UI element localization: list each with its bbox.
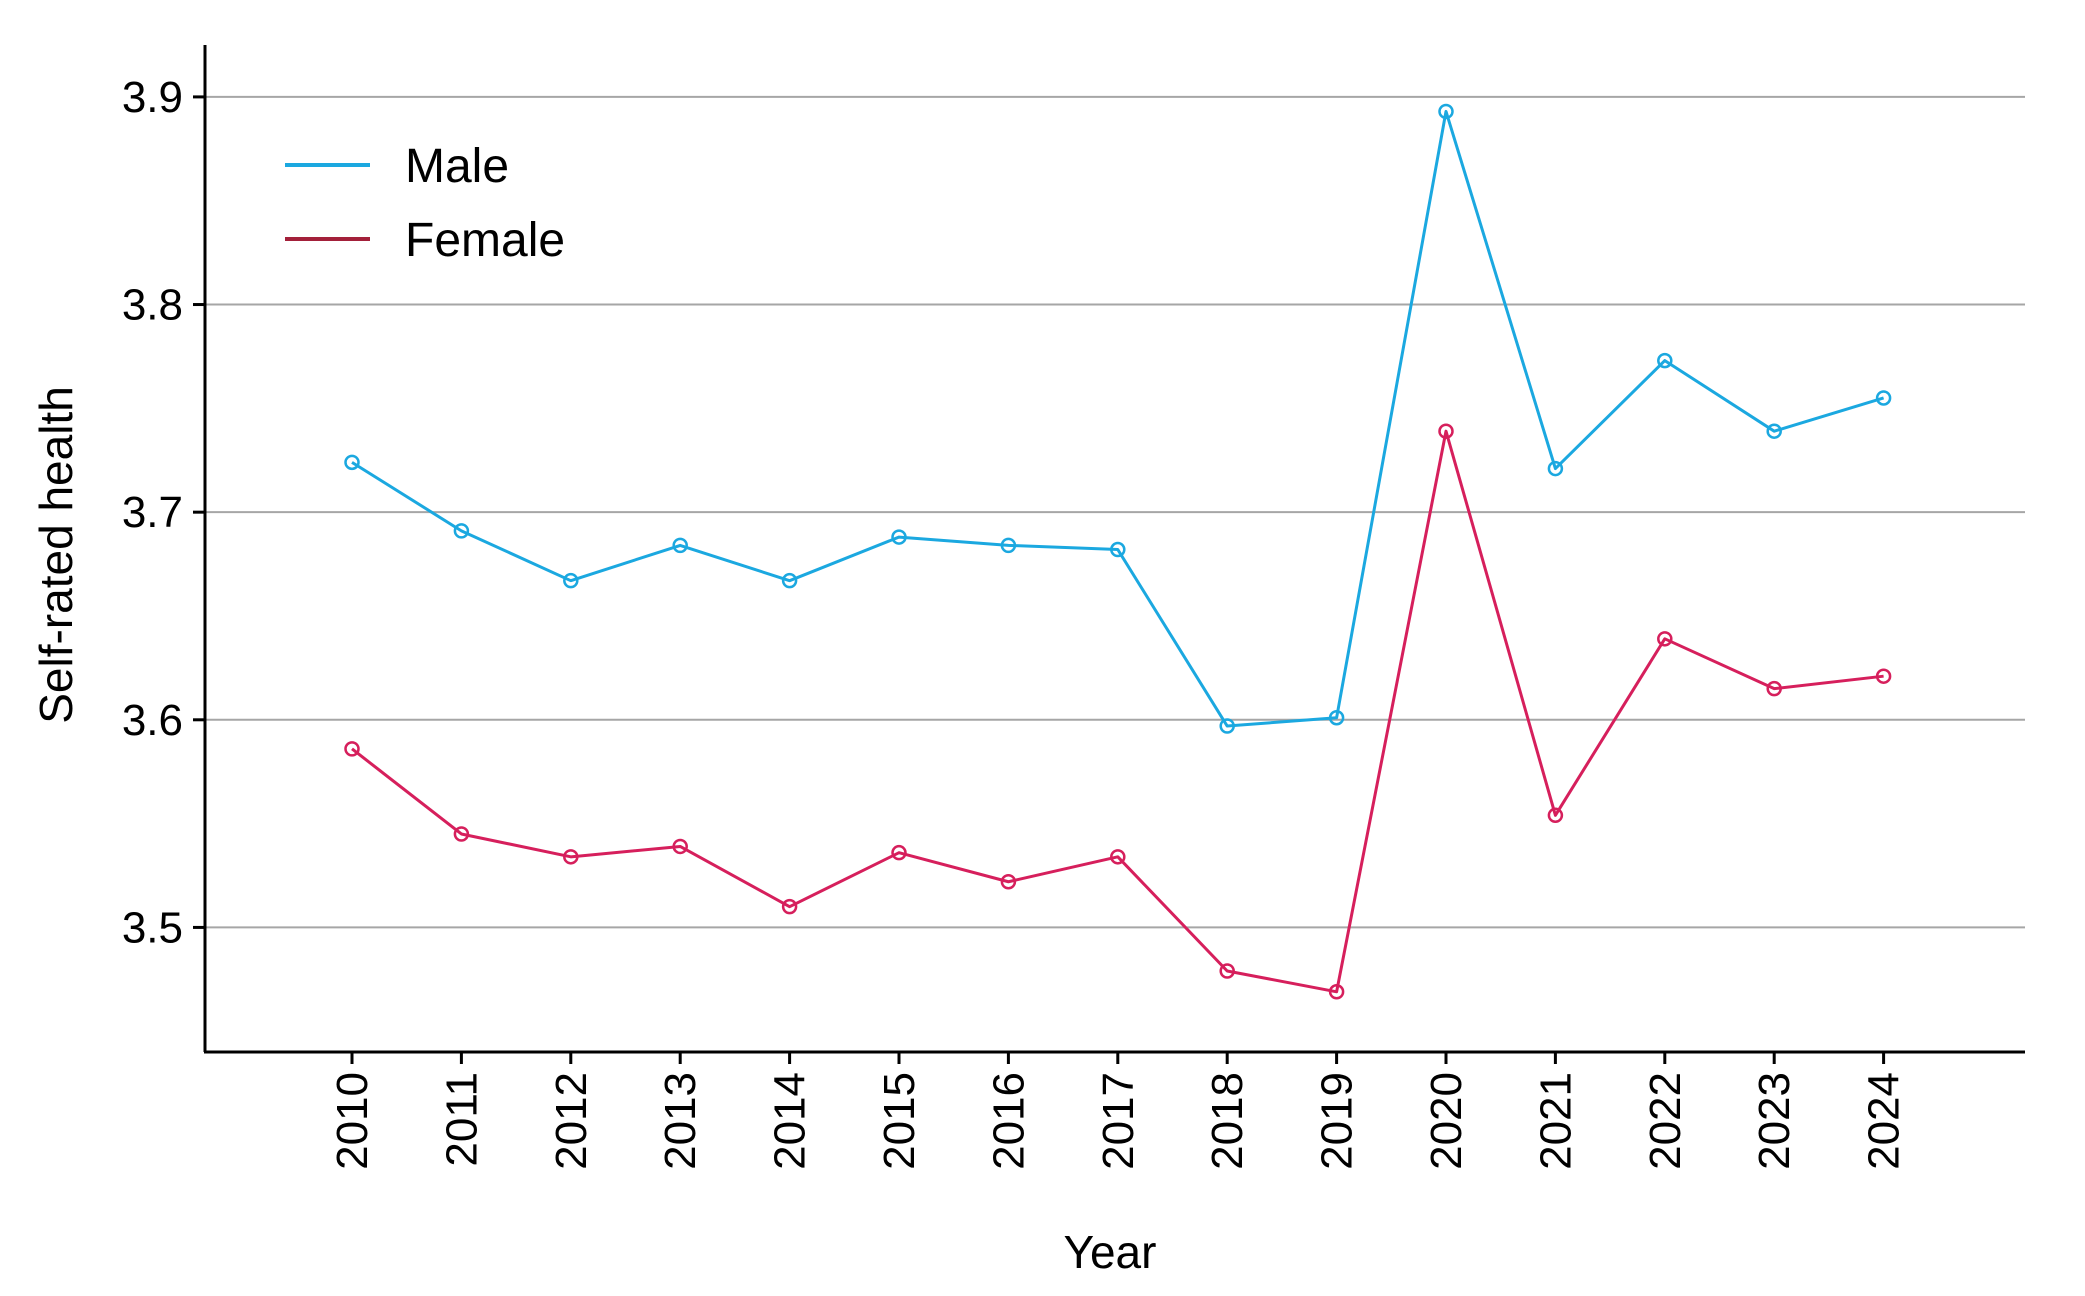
- legend-label-male: Male: [405, 140, 509, 193]
- data-point-male: [1328, 709, 1345, 726]
- data-point-male: [1657, 352, 1673, 369]
- x-tick-label: 2022: [1641, 1072, 1690, 1170]
- data-point-male: [672, 537, 688, 554]
- data-point-female: [1000, 873, 1017, 890]
- data-point-male: [1110, 541, 1126, 558]
- data-point-male: [781, 572, 798, 589]
- data-point-female: [1875, 668, 1892, 684]
- y-axis-ticks: 3.5 3.6 3.7 3.8 3.9: [122, 73, 205, 952]
- y-tick-label: 3.6: [122, 696, 183, 745]
- x-tick-label: 2012: [547, 1072, 596, 1170]
- x-axis-ticks: 2010 2011 2012 2013 2014 2015 2016 2017 2018 2019…: [328, 1052, 1909, 1170]
- data-point-female: [1110, 849, 1126, 865]
- y-tick-label: 3.7: [122, 488, 183, 537]
- x-tick-label: 2023: [1750, 1072, 1799, 1170]
- data-point-male: [453, 523, 470, 539]
- data-point-female: [781, 898, 798, 915]
- x-tick-label: 2024: [1860, 1072, 1909, 1170]
- data-point-male: [1547, 460, 1564, 477]
- x-tick-label: 2020: [1422, 1072, 1471, 1170]
- data-point-female: [891, 844, 907, 861]
- y-tick-label: 3.5: [122, 903, 183, 952]
- series-line-male: [351, 109, 1885, 728]
- y-tick-label: 3.8: [122, 281, 183, 330]
- data-point-male: [1000, 537, 1017, 554]
- x-tick-label: 2019: [1313, 1072, 1362, 1170]
- x-tick-label: 2016: [984, 1072, 1033, 1170]
- data-point-female: [1438, 423, 1454, 439]
- series-line-female: [351, 429, 1884, 994]
- x-tick-label: 2021: [1531, 1072, 1580, 1170]
- data-point-female: [1219, 963, 1235, 979]
- x-tick-label: 2017: [1094, 1072, 1143, 1170]
- x-tick-label: 2013: [656, 1072, 705, 1170]
- x-tick-label: 2015: [875, 1072, 924, 1170]
- legend-label-female: Female: [405, 214, 565, 267]
- legend: Male Female: [285, 140, 565, 267]
- data-point-male: [1438, 103, 1454, 120]
- series-group: [344, 103, 1892, 1000]
- data-point-male: [891, 529, 907, 545]
- x-tick-label: 2014: [766, 1072, 815, 1170]
- data-point-female: [344, 741, 360, 757]
- data-point-male: [344, 454, 360, 471]
- data-point-male: [563, 572, 579, 589]
- data-point-male: [1875, 390, 1892, 406]
- data-point-female: [453, 826, 470, 842]
- data-point-female: [1766, 680, 1782, 697]
- x-tick-label: 2018: [1203, 1072, 1252, 1170]
- data-point-male: [1766, 423, 1782, 439]
- data-point-female: [672, 838, 688, 855]
- grid-lines: [205, 95, 2025, 929]
- x-tick-label: 2011: [437, 1072, 486, 1167]
- y-tick-label: 3.9: [122, 73, 183, 122]
- data-point-female: [1328, 984, 1345, 1000]
- y-axis-title: Self-rated health: [30, 386, 82, 724]
- data-point-female: [1657, 631, 1673, 647]
- x-axis-title: Year: [1064, 1226, 1157, 1278]
- x-tick-label: 2010: [328, 1072, 377, 1170]
- data-point-male: [1219, 718, 1235, 734]
- data-point-female: [1547, 807, 1564, 824]
- data-point-female: [563, 849, 579, 865]
